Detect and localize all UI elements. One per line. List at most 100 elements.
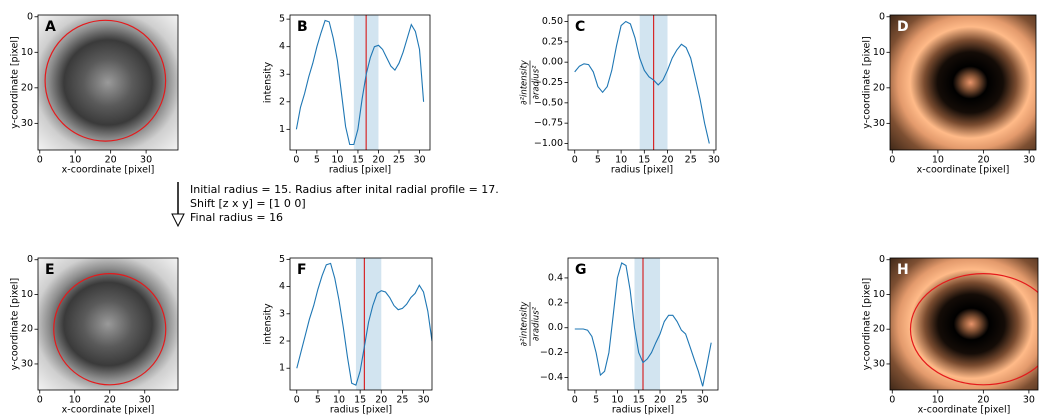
x-tick-label: 0 (572, 155, 578, 166)
line (295, 19, 425, 146)
y-tick-label: 0.00 (542, 57, 563, 68)
axes-frame (289, 257, 433, 391)
x-tick-label: 25 (396, 395, 408, 406)
x-tick-label: 15 (633, 395, 645, 406)
line (574, 20, 710, 144)
y-tick-label: −0.2 (540, 347, 563, 358)
y-tick-label: 0.50 (542, 16, 563, 27)
x-tick-label: 0 (294, 395, 300, 406)
y-tick-label: 4 (279, 281, 285, 292)
y-tick-label: −0.75 (534, 118, 563, 129)
plot-area (890, 258, 1038, 390)
y-axis-label: intensity (263, 303, 274, 345)
plot-area (38, 258, 178, 390)
x-axis-label: radius [pixel] (330, 405, 392, 416)
x-tick-label: 30 (418, 395, 430, 406)
x-tick-label: 0 (572, 395, 578, 406)
fit-circle (53, 273, 167, 386)
x-tick-label: 0 (889, 395, 895, 406)
fit-circle (44, 19, 167, 142)
y-axis-label: ∂²intensity (520, 59, 530, 105)
image (890, 15, 1036, 150)
panel-letter: F (297, 262, 307, 278)
y-tick-label: 4 (279, 41, 285, 52)
x-tick-label: 25 (675, 395, 687, 406)
x-axis-label: radius [pixel] (612, 405, 674, 416)
span (634, 258, 661, 390)
image (890, 258, 1038, 390)
plot-area (574, 258, 712, 390)
y-tick-label: 0 (27, 11, 33, 22)
plot-area (296, 258, 432, 390)
x-tick-label: 10 (615, 155, 627, 166)
y-tick-label: 0 (879, 254, 885, 265)
line (296, 262, 432, 386)
panel-letter: H (897, 262, 909, 278)
arrow-head (171, 213, 185, 228)
y-tick-label: 5 (279, 254, 285, 265)
x-axis-label: radius [pixel] (611, 165, 673, 176)
axes-frame (37, 257, 179, 391)
y-tick-label: 3 (279, 308, 285, 319)
y-axis-label: y-coordinate [pixel] (862, 278, 873, 370)
y-axis-label: intensity (263, 62, 274, 104)
x-tick-label: 5 (593, 395, 599, 406)
y-tick-label: −0.25 (534, 77, 563, 88)
annotation: Initial radius = 15. Radius after inital… (190, 183, 499, 196)
x-tick-label: 0 (293, 155, 299, 166)
x-tick-label: 25 (393, 155, 405, 166)
y-tick-label: −0.50 (534, 97, 563, 108)
y-tick-label: 3 (279, 69, 285, 80)
x-tick-label: 10 (69, 155, 81, 166)
panel-letter: C (575, 19, 585, 35)
y-tick-label: 10 (873, 47, 885, 58)
y-tick-label: −0.4 (540, 372, 563, 383)
axes-frame (889, 257, 1039, 391)
plot-area (890, 15, 1036, 150)
y-tick-label: 0 (27, 254, 33, 265)
x-axis-label: x-coordinate [pixel] (917, 165, 1010, 176)
x-tick-label: 5 (595, 155, 601, 166)
y-tick-label: 0.2 (548, 297, 563, 308)
y-tick-label: 10 (873, 289, 885, 300)
x-axis-label: x-coordinate [pixel] (62, 405, 155, 416)
y-tick-label: 30 (873, 118, 885, 129)
y-tick-label: 20 (21, 82, 33, 93)
x-tick-label: 30 (697, 395, 709, 406)
x-tick-label: 25 (685, 155, 697, 166)
x-tick-label: 20 (661, 155, 673, 166)
axes-frame (889, 14, 1037, 151)
panel-letter: E (45, 262, 55, 278)
x-tick-label: 0 (889, 155, 895, 166)
y-tick-label: 2 (279, 96, 285, 107)
panel-letter: G (575, 262, 587, 278)
plot-area (574, 15, 710, 150)
x-tick-label: 20 (977, 395, 989, 406)
x-axis-label: x-coordinate [pixel] (62, 165, 155, 176)
x-tick-label: 30 (708, 155, 720, 166)
x-tick-label: 10 (611, 395, 623, 406)
x-tick-label: 20 (977, 155, 989, 166)
y-tick-label: 20 (873, 82, 885, 93)
x-tick-label: 10 (69, 395, 81, 406)
y-tick-label: 10 (21, 47, 33, 58)
axes-frame (37, 14, 179, 151)
y-tick-label: 0 (879, 11, 885, 22)
x-axis-label: radius [pixel] (329, 165, 391, 176)
axes-frame (289, 14, 431, 151)
x-tick-label: 15 (354, 395, 366, 406)
y-tick-label: 1 (279, 363, 285, 374)
y-tick-label: 2 (279, 336, 285, 347)
x-tick-label: 0 (37, 395, 43, 406)
x-axis-label: x-coordinate [pixel] (918, 405, 1011, 416)
fit-circle (909, 273, 1038, 386)
y-tick-label: 30 (873, 358, 885, 369)
plot-area (295, 15, 425, 150)
y-tick-label: 0.4 (548, 272, 563, 283)
x-tick-label: 30 (140, 155, 152, 166)
y-tick-label: 30 (21, 118, 33, 129)
x-tick-label: 30 (413, 155, 425, 166)
panel-letter: A (45, 19, 56, 35)
y-tick-label: 10 (21, 289, 33, 300)
